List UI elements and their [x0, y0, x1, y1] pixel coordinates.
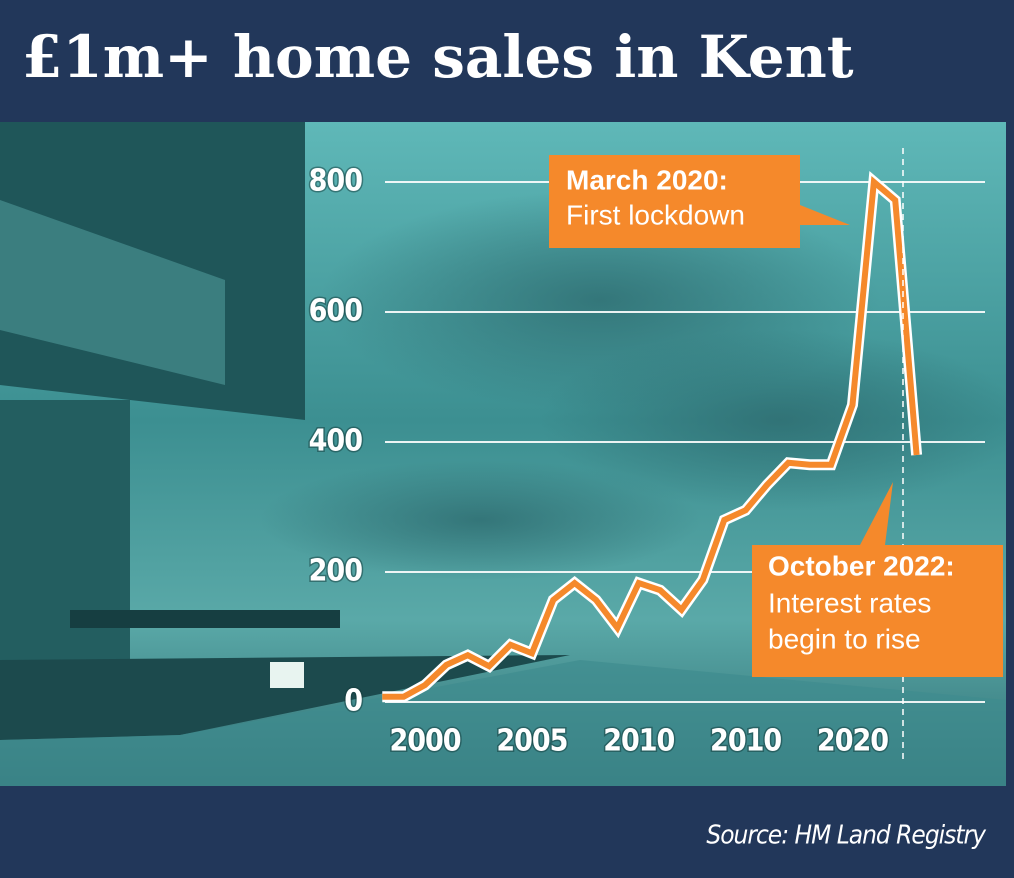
x-tick-label: 2010 [603, 724, 674, 759]
pool [0, 660, 1006, 786]
annotation-text: Interest rates [768, 587, 931, 618]
y-tick-label: 800 [309, 164, 363, 199]
line [382, 175, 920, 700]
y-tick-label: 0 [344, 684, 362, 719]
annotation-text: First lockdown [566, 199, 745, 230]
y-tick-label: 600 [309, 294, 363, 329]
annotation-title: March 2020: [566, 164, 728, 195]
title-bar [0, 0, 1014, 122]
annotation-text: begin to rise [768, 623, 921, 654]
x-tick-label: 2020 [817, 724, 888, 759]
chart-title: £1m+ home sales in Kent [22, 23, 854, 91]
annotation-box [549, 155, 850, 248]
cloud [260, 460, 700, 580]
annotation-title: October 2022: [768, 550, 955, 581]
lounger [70, 610, 340, 628]
x-tick-label: 2000 [389, 724, 460, 759]
balcony [0, 200, 225, 385]
y-tick-label: 400 [309, 424, 363, 459]
x-tick-label: 2005 [496, 724, 567, 759]
source: Source: HM Land Registry [706, 821, 987, 851]
annotation-box [752, 482, 1003, 677]
x-tick-label: 2010 [710, 724, 781, 759]
lamp [270, 662, 304, 688]
cloud [540, 330, 1014, 510]
y-tick-label: 200 [309, 554, 363, 589]
plot: 0 200 400 600 800 2000 2005 2010 2010 2020 [307, 162, 985, 760]
